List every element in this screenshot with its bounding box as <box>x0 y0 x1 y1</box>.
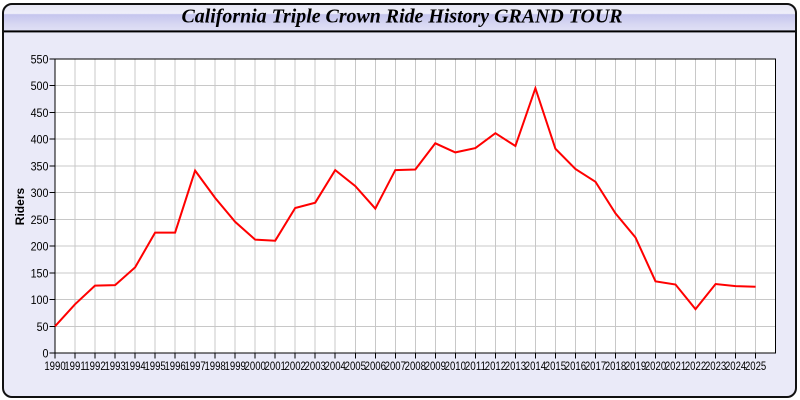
svg-text:1991: 1991 <box>64 359 86 373</box>
svg-text:200: 200 <box>31 240 49 254</box>
svg-text:2013: 2013 <box>505 359 527 373</box>
svg-text:500: 500 <box>31 79 49 93</box>
svg-text:2025: 2025 <box>745 359 767 373</box>
svg-text:2012: 2012 <box>485 359 507 373</box>
svg-text:2024: 2024 <box>725 359 747 373</box>
svg-text:2002: 2002 <box>285 359 307 373</box>
svg-text:2019: 2019 <box>625 359 647 373</box>
svg-text:2008: 2008 <box>405 359 427 373</box>
svg-text:450: 450 <box>31 106 49 120</box>
svg-text:2018: 2018 <box>605 359 627 373</box>
svg-text:300: 300 <box>31 186 49 200</box>
svg-text:1996: 1996 <box>164 359 186 373</box>
svg-text:2021: 2021 <box>665 359 687 373</box>
svg-text:2009: 2009 <box>425 359 447 373</box>
svg-text:2015: 2015 <box>545 359 567 373</box>
svg-text:2007: 2007 <box>385 359 407 373</box>
svg-text:California Triple Crown Ride H: California Triple Crown Ride History GRA… <box>182 6 623 28</box>
svg-text:1990: 1990 <box>44 359 66 373</box>
svg-text:400: 400 <box>31 133 49 147</box>
svg-text:250: 250 <box>31 213 49 227</box>
svg-text:2005: 2005 <box>345 359 367 373</box>
svg-text:2004: 2004 <box>325 359 347 373</box>
svg-text:2010: 2010 <box>445 359 467 373</box>
svg-text:1993: 1993 <box>104 359 126 373</box>
svg-text:2023: 2023 <box>705 359 727 373</box>
svg-text:2003: 2003 <box>305 359 327 373</box>
svg-text:2017: 2017 <box>585 359 607 373</box>
svg-text:2001: 2001 <box>265 359 287 373</box>
svg-text:2006: 2006 <box>365 359 387 373</box>
svg-text:0: 0 <box>43 347 49 361</box>
svg-text:2020: 2020 <box>645 359 667 373</box>
svg-text:1998: 1998 <box>204 359 226 373</box>
svg-text:1995: 1995 <box>144 359 166 373</box>
svg-text:150: 150 <box>31 267 49 281</box>
svg-text:1999: 1999 <box>225 359 247 373</box>
svg-text:2011: 2011 <box>465 359 487 373</box>
svg-text:Riders: Riders <box>13 188 27 226</box>
svg-text:1994: 1994 <box>124 359 146 373</box>
svg-text:1992: 1992 <box>84 359 106 373</box>
svg-text:2000: 2000 <box>245 359 267 373</box>
svg-text:350: 350 <box>31 160 49 174</box>
svg-text:550: 550 <box>31 53 49 67</box>
svg-text:2014: 2014 <box>525 359 547 373</box>
svg-text:2016: 2016 <box>565 359 587 373</box>
svg-text:100: 100 <box>31 293 49 307</box>
svg-text:2022: 2022 <box>685 359 707 373</box>
svg-text:50: 50 <box>37 320 49 334</box>
svg-text:1997: 1997 <box>184 359 206 373</box>
